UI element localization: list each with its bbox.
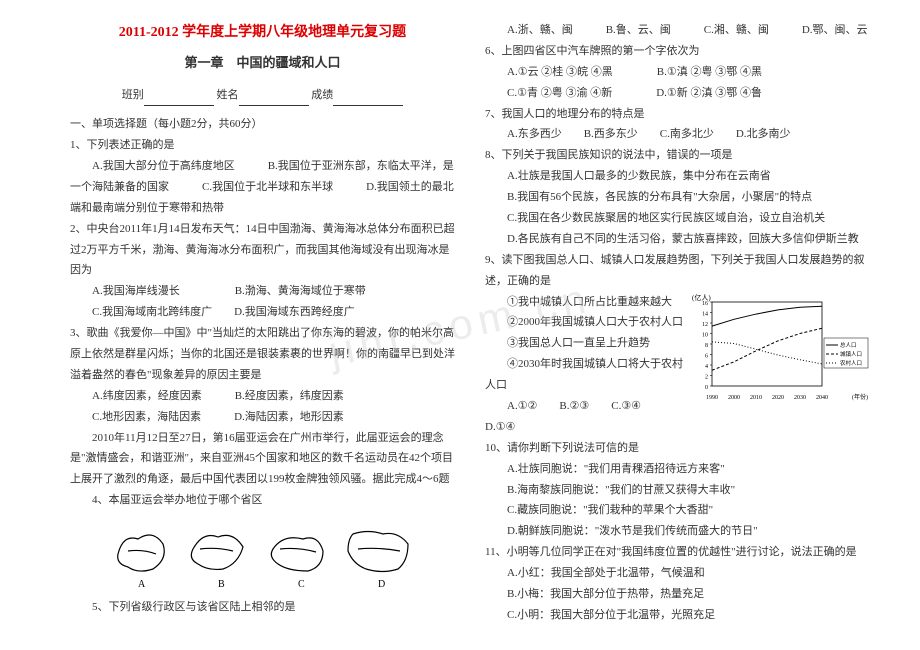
q8-d: D.各民族有自己不同的生活习俗，蒙古族喜摔跤，回族大多信仰伊斯兰教 (485, 229, 870, 250)
q6-opts-b: C.①青 ②粤 ③渝 ④新 D.①新 ②滇 ③鄂 ④鲁 (485, 83, 870, 104)
svg-text:2040: 2040 (816, 395, 828, 401)
q3-opts-b: C.地形因素，海陆因素 D.海陆因素，地形因素 (70, 407, 455, 428)
section-1-heading: 一、单项选择题（每小题2分，共60分） (70, 114, 455, 135)
province-maps-svg: A B C D (108, 519, 418, 589)
form-score-label: 成绩 (311, 89, 333, 101)
left-column: 2011-2012 学年度上学期八年级地理单元复习题 第一章 中国的疆域和人口 … (70, 20, 455, 626)
q3-opts-a: A.纬度因素，经度因素 B.经度因素，纬度因素 (70, 386, 455, 407)
map-label-a: A (138, 579, 146, 589)
q9: 9、读下图我国总人口、城镇人口发展趋势图，下列关于我国人口发展趋势的叙述，正确的… (485, 250, 870, 292)
q4-intro: 2010年11月12日至27日，第16届亚运会在广州市举行，此届亚运会的理念是"… (70, 428, 455, 491)
page-container: 2011-2012 学年度上学期八年级地理单元复习题 第一章 中国的疆域和人口 … (0, 0, 920, 646)
class-blank (144, 93, 214, 106)
q8-a: A.壮族是我国人口最多的少数民族，集中分布在云南省 (485, 166, 870, 187)
main-title: 2011-2012 学年度上学期八年级地理单元复习题 (70, 20, 455, 47)
q10: 10、请你判断下列说法可信的是 (485, 438, 870, 459)
chapter-subtitle: 第一章 中国的疆域和人口 (70, 51, 455, 76)
form-class-label: 班别 (122, 89, 144, 101)
q5: 5、下列省级行政区与该省区陆上相邻的是 (70, 597, 455, 618)
q11: 11、小明等几位同学正在对"我国纬度位置的优越性"进行讨论，说法正确的是 (485, 542, 870, 563)
map-label-d: D (378, 579, 385, 589)
q4: 4、本届亚运会举办地位于哪个省区 (70, 490, 455, 511)
right-column: A.浙、赣、闽 B.鲁、云、闽 C.湘、赣、闽 D.鄂、闽、云 6、上图四省区中… (485, 20, 870, 626)
svg-text:2000: 2000 (728, 395, 740, 401)
province-maps-row: A B C D (70, 519, 455, 589)
svg-text:总人口: 总人口 (840, 341, 857, 349)
q6-opts-a: A.①云 ②桂 ③皖 ④黑 B.①滇 ②粤 ③鄂 ④黑 (485, 62, 870, 83)
q7: 7、我国人口的地理分布的特点是 (485, 104, 870, 125)
form-name-label: 姓名 (217, 89, 239, 101)
svg-text:(年份): (年份) (852, 393, 868, 401)
q1: 1、下列表述正确的是 (70, 135, 455, 156)
svg-text:2020: 2020 (772, 395, 784, 401)
q2-opts-b: C.我国海域南北跨纬度广 D.我国海域东西跨经度广 (70, 302, 455, 323)
svg-text:0: 0 (705, 385, 708, 391)
q2: 2、中央台2011年1月14日发布天气：14日中国渤海、黄海海冰总体分布面积已超… (70, 219, 455, 282)
q11-a: A.小红：我国全部处于北温带，气候温和 (485, 563, 870, 584)
svg-text:4: 4 (705, 364, 708, 370)
svg-text:(亿人): (亿人) (692, 293, 711, 302)
form-line: 班别 姓名 成绩 (70, 85, 455, 106)
svg-text:1990: 1990 (706, 395, 718, 401)
map-label-b: B (218, 579, 225, 589)
svg-text:2: 2 (705, 374, 708, 380)
svg-text:10: 10 (702, 332, 708, 338)
q10-d: D.朝鲜族同胞说："泼水节是我们传统而盛大的节日" (485, 521, 870, 542)
q8-b: B.我国有56个民族，各民族的分布具有"大杂居，小聚居"的特点 (485, 187, 870, 208)
svg-text:6: 6 (705, 353, 708, 359)
svg-text:12: 12 (702, 322, 708, 328)
q6: 6、上图四省区中汽车牌照的第一个字依次为 (485, 41, 870, 62)
q7-opts: A.东多西少 B.西多东少 C.南多北少 D.北多南少 (485, 124, 870, 145)
q5-opts: A.浙、赣、闽 B.鲁、云、闽 C.湘、赣、闽 D.鄂、闽、云 (485, 20, 870, 41)
svg-text:8: 8 (705, 343, 708, 349)
q8: 8、下列关于我国民族知识的说法中，错误的一项是 (485, 145, 870, 166)
q1-opts: A.我国大部分位于高纬度地区 B.我国位于亚洲东部，东临太平洋，是一个海陆兼备的… (70, 156, 455, 219)
q11-c: C.小明：我国大部分位于北温带，光照充足 (485, 605, 870, 626)
svg-text:城镇人口: 城镇人口 (840, 350, 862, 358)
q3: 3、歌曲《我爱你—中国》中"当灿烂的太阳跳出了你东海的碧波，你的帕米尔高原上依然… (70, 323, 455, 386)
q8-c: C.我国在各少数民族聚居的地区实行民族区域自治，设立自治机关 (485, 208, 870, 229)
svg-text:2010: 2010 (750, 395, 762, 401)
name-blank (239, 93, 309, 106)
q10-c: C.藏族同胞说："我们栽种的苹果个大香甜" (485, 500, 870, 521)
map-label-c: C (298, 579, 305, 589)
svg-text:14: 14 (702, 311, 708, 317)
svg-text:2030: 2030 (794, 395, 806, 401)
population-chart-svg: 0246810121416(亿人)19902000201020202030204… (690, 292, 870, 402)
q2-opts-a: A.我国海岸线漫长 B.渤海、黄海海域位于寒带 (70, 281, 455, 302)
q11-b: B.小梅：我国大部分位于热带，热量充足 (485, 584, 870, 605)
q10-a: A.壮族同胞说："我们用青稞酒招待远方来客" (485, 459, 870, 480)
q9-opts: A.①② B.②③ C.③④ D.①④ (485, 396, 870, 438)
svg-text:农村人口: 农村人口 (840, 359, 862, 367)
population-chart: 0246810121416(亿人)19902000201020202030204… (690, 292, 870, 402)
score-blank (333, 93, 403, 106)
q10-b: B.海南黎族同胞说："我们的甘蔗又获得大丰收" (485, 480, 870, 501)
